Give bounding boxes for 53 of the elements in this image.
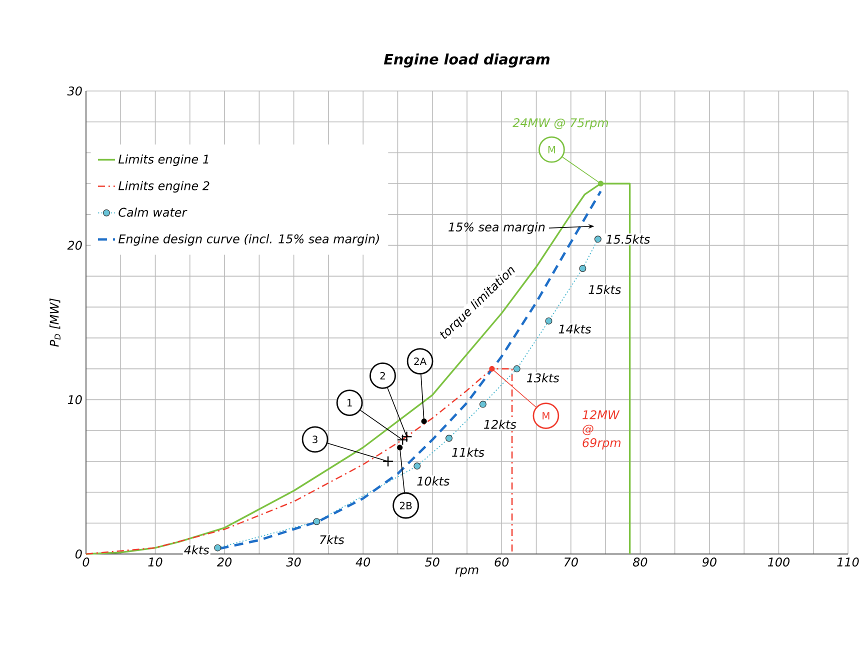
point <box>594 236 602 243</box>
y-tick-label: 10 <box>68 395 82 404</box>
x-tick-label: 60 <box>494 558 509 567</box>
annotation: 15kts <box>588 284 621 294</box>
x-tick-label: 110 <box>837 558 859 567</box>
point <box>489 366 495 372</box>
annotation: 2A <box>414 358 427 365</box>
x-tick-label: 80 <box>632 558 648 567</box>
point <box>479 400 486 408</box>
y-tick-label: 0 <box>75 549 82 559</box>
legend-label: Calm water <box>118 208 188 217</box>
annotation: 4kts <box>184 545 210 554</box>
point <box>445 434 452 442</box>
annotation: 15% sea margin <box>448 222 545 234</box>
x-tick-label: 90 <box>702 558 716 567</box>
x-axis-title: rpm <box>455 567 478 577</box>
x-tick-label: 0 <box>82 558 90 567</box>
annotation: 2B <box>400 502 412 510</box>
annotation: 24MW @ 75rpm <box>512 118 608 130</box>
x-tick-label: 50 <box>424 558 440 567</box>
annotation: 15.5kts <box>606 234 650 244</box>
point <box>579 264 586 272</box>
x-tick-label: 40 <box>356 558 370 567</box>
legend-label: Limits engine 2 <box>118 181 210 193</box>
annotation: 12MW @ 69rpm <box>582 410 621 450</box>
annotation: 14kts <box>558 324 592 334</box>
point <box>214 544 222 552</box>
legend-label: Limits engine 1 <box>118 154 208 166</box>
annotation: M <box>542 412 550 420</box>
annotation: 2 <box>380 372 385 380</box>
x-tick-label: 100 <box>768 558 790 567</box>
annotation: 10kts <box>417 476 450 486</box>
point <box>545 317 552 324</box>
x-tick-label: 10 <box>148 558 162 567</box>
annotation: 7kts <box>320 534 344 544</box>
annotation: 11kts <box>452 448 484 457</box>
chart-title: Engine load diagram <box>384 54 550 68</box>
y-tick-label: 30 <box>67 86 82 96</box>
legend-label: Engine design curve (incl. 15% sea margin) <box>118 234 379 246</box>
x-tick-label: 70 <box>564 558 578 567</box>
x-tick-label: 30 <box>286 558 301 567</box>
annotation: 1 <box>348 399 352 406</box>
annotation: 13kts <box>526 373 560 382</box>
point <box>313 518 320 526</box>
annotation: 12kts <box>484 420 516 429</box>
y-tick-label: 20 <box>67 240 82 250</box>
point <box>414 462 421 470</box>
point <box>513 365 520 372</box>
annotation: M <box>548 146 556 154</box>
point <box>598 180 604 186</box>
annotation: 3 <box>312 436 318 444</box>
y-axis-title: P$_{D}$ [MW] <box>50 298 60 347</box>
x-tick-label: 20 <box>216 558 232 567</box>
